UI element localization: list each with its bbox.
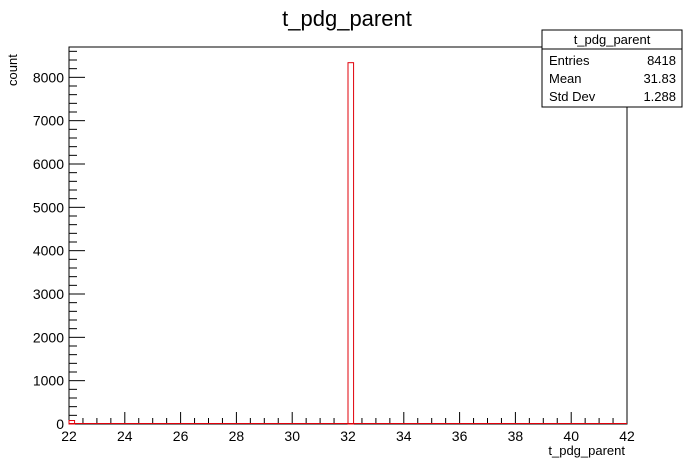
x-tick-label: 26 [173,428,189,444]
y-tick-label: 5000 [33,199,64,215]
y-tick-label: 1000 [33,373,64,389]
stats-mean-label: Mean [549,71,582,86]
x-tick-label: 38 [508,428,524,444]
histogram-bars [68,62,627,425]
y-axis-ticks: 0 1000 2000 3000 4000 5000 6000 7000 8000 [33,69,64,432]
x-tick-label: 22 [61,428,77,444]
stats-mean-value: 31.83 [643,71,676,86]
x-tick-label: 34 [396,428,412,444]
x-tick-label: 42 [619,428,635,444]
y-tick-label: 7000 [33,113,64,129]
y-tick-label: 6000 [33,156,64,172]
y-tick-label: 8000 [33,69,64,85]
stats-box: t_pdg_parent Entries 8418 Mean 31.83 Std… [541,29,683,108]
stats-stddev-label: Std Dev [549,89,596,104]
y-tick-label: 3000 [33,286,64,302]
x-tick-label: 28 [229,428,245,444]
x-tick-label: 30 [284,428,300,444]
x-tick-label: 40 [563,428,579,444]
y-axis-label: count [5,54,20,86]
stats-title: t_pdg_parent [574,32,651,47]
x-tick-label: 24 [117,428,133,444]
x-tick-label: 32 [340,428,356,444]
histogram-bar [347,62,355,425]
y-tick-label: 0 [56,416,64,432]
stats-entries-label: Entries [549,53,590,68]
x-tick-label: 36 [452,428,468,444]
y-tick-label: 2000 [33,329,64,345]
stats-entries-value: 8418 [647,53,676,68]
x-axis-label: t_pdg_parent [548,443,625,458]
chart-title: t_pdg_parent [282,6,412,31]
y-tick-label: 4000 [33,243,64,259]
x-axis-ticks: 22 24 26 28 30 32 34 36 38 40 42 [61,428,635,444]
stats-stddev-value: 1.288 [643,89,676,104]
